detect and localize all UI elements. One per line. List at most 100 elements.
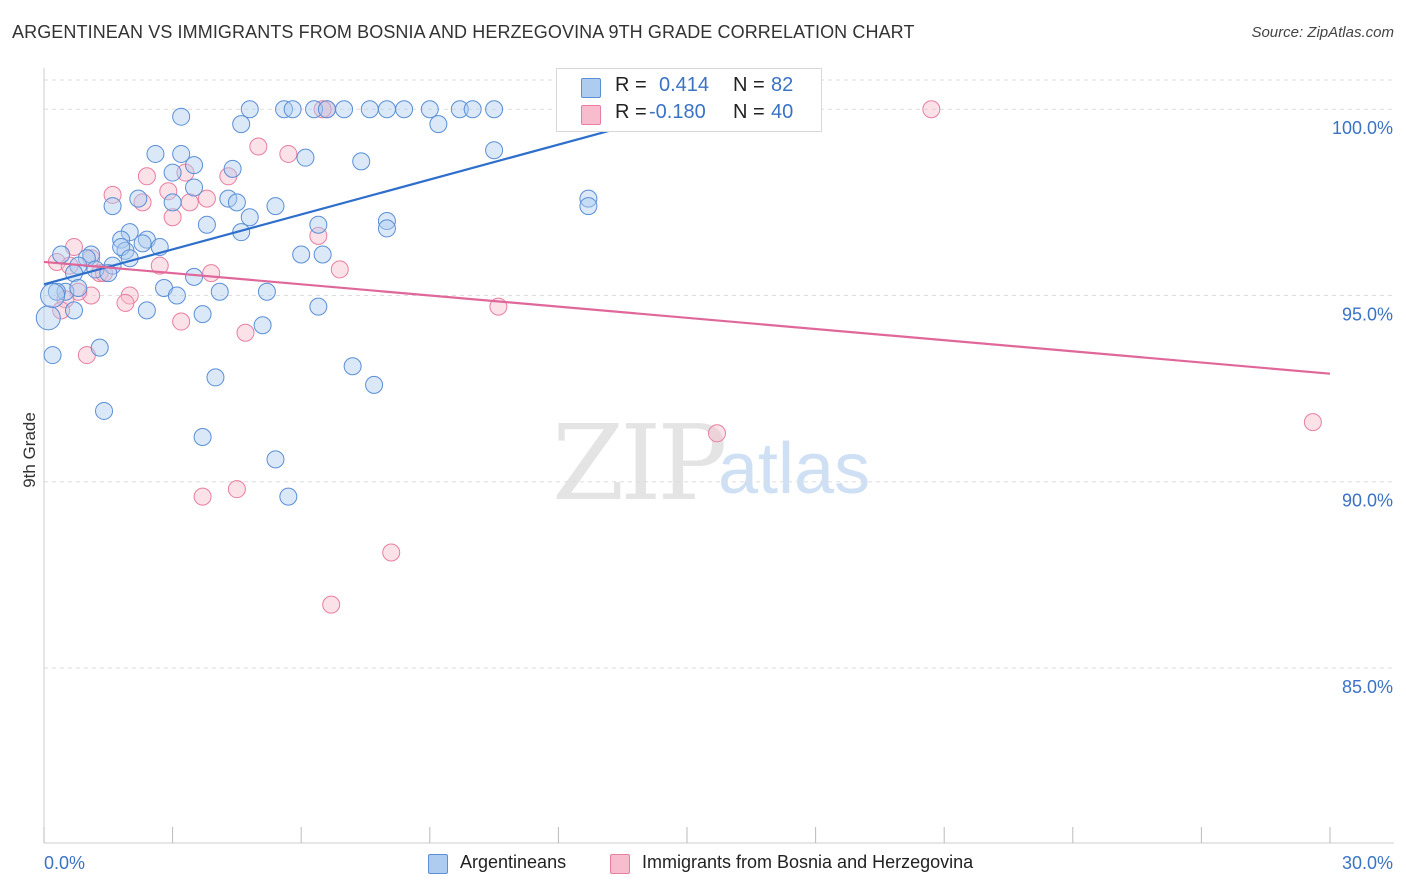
y-tick-label: 100.0% (1332, 118, 1393, 138)
bosnia-point (180, 193, 199, 212)
bosnia-point (279, 144, 298, 163)
bosnia-point (227, 480, 246, 499)
bottom-legend-label: Immigrants from Bosnia and Herzegovina (642, 852, 974, 872)
argentinean-point (377, 100, 396, 119)
argentinean-point (309, 215, 328, 234)
bottom-legend-swatch-pink (610, 854, 630, 874)
argentinean-point (65, 301, 84, 320)
argentinean-point (35, 305, 61, 331)
bosnia-point (150, 256, 169, 275)
argentinean-point (365, 375, 384, 394)
bosnia-point (116, 293, 135, 312)
argentinean-point (120, 249, 139, 268)
argentinean-point (223, 159, 242, 178)
correlation-legend: R = 0.414 N = 82 R = -0.180 N = 40 (556, 68, 822, 132)
argentinean-point (112, 230, 131, 249)
argentinean-point (450, 100, 469, 119)
bosnia-point (202, 264, 221, 283)
legend-r-value: -0.180 (649, 101, 706, 123)
bosnia-point (922, 100, 941, 119)
legend-n-label: N = (733, 101, 765, 123)
argentinean-point (40, 282, 66, 308)
argentinean-point (163, 193, 182, 212)
argentinean-point (377, 219, 396, 238)
argentinean-point (309, 297, 328, 316)
x-tick-label: 30.0% (1342, 853, 1393, 873)
bosnia-point (382, 543, 401, 562)
argentinean-point (193, 305, 212, 324)
argentinean-point (305, 100, 324, 119)
argentinean-point (343, 357, 362, 376)
argentinean-point (210, 282, 229, 301)
argentinean-point (137, 301, 156, 320)
argentinean-point (279, 487, 298, 506)
watermark-zip: ZIP (552, 402, 727, 524)
argentinean-point (52, 245, 71, 264)
bottom-legend-bosnia: Immigrants from Bosnia and Herzegovina (610, 852, 1030, 876)
argentinean-point (240, 100, 259, 119)
bosnia-point (163, 208, 182, 227)
bosnia-point (159, 182, 178, 201)
y-tick-label: 95.0% (1342, 304, 1393, 324)
argentinean-point (335, 100, 354, 119)
bottom-legend-label: Argentineans (460, 852, 567, 872)
legend-r-label: R = (615, 101, 647, 123)
argentinean-point (69, 279, 88, 298)
argentinean-point (232, 115, 251, 134)
argentinean-point (90, 338, 109, 357)
argentinean-point (283, 100, 302, 119)
legend-n-value: 82 (771, 74, 794, 96)
bosnia-point (322, 595, 341, 614)
axes (43, 68, 1394, 844)
argentinean-point (163, 163, 182, 182)
argentinean-point (266, 450, 285, 469)
argentinean-point (133, 234, 152, 253)
y-tick-label: 85.0% (1342, 677, 1393, 697)
source-label: Source: ZipAtlas.com (1251, 24, 1394, 41)
legend-row-bosnia: R = -0.180 N = 40 (557, 101, 821, 127)
bosnia-point (1303, 413, 1322, 432)
y-tick-label: 90.0% (1342, 491, 1393, 511)
argentinean-point (172, 144, 191, 163)
argentinean-point (227, 193, 246, 212)
argentinean-point (395, 100, 414, 119)
bosnia-point (708, 424, 727, 443)
legend-n-value: 40 (771, 101, 794, 123)
argentinean-point (193, 428, 212, 447)
argentinean-point (253, 316, 272, 335)
bosnia-point (330, 260, 349, 279)
x-tick-label: 0.0% (44, 853, 85, 873)
bosnia-point (52, 301, 71, 320)
bosnia-point (193, 487, 212, 506)
argentinean-point (296, 148, 315, 167)
series-bosnia-points (47, 100, 1322, 614)
argentinean-point (485, 141, 504, 160)
argentinean-point (579, 189, 598, 208)
argentinean-point (146, 144, 165, 163)
argentinean-point (185, 156, 204, 175)
argentinean-point (429, 115, 448, 134)
argentinean-point (65, 264, 84, 283)
legend-swatch-blue (581, 78, 601, 98)
argentinean-point (206, 368, 225, 387)
bosnia-point (172, 312, 191, 331)
legend-r-value: 0.414 (659, 74, 710, 96)
grid-lines (44, 79, 1394, 669)
series-argentineans-points (35, 100, 821, 506)
bosnia-point (236, 323, 255, 342)
argentinean-point (240, 208, 259, 227)
y-axis-title: 9th Grade (20, 412, 39, 488)
bosnia-point (249, 137, 268, 156)
bosnia-trend-line (43, 260, 1331, 375)
argentineans-trend-line (43, 115, 662, 286)
bottom-legend-argentineans: Argentineans (428, 852, 608, 876)
bosnia-point (197, 189, 216, 208)
argentinean-point (95, 401, 114, 420)
argentinean-point (219, 189, 238, 208)
bottom-legend-swatch-blue (428, 854, 448, 874)
argentinean-point (317, 100, 336, 119)
argentinean-point (485, 100, 504, 119)
argentinean-point (266, 197, 285, 216)
tick-labels: 85.0% 90.0% 95.0% 100.0% 0.0% 30.0% 9th Grade (20, 118, 1393, 873)
